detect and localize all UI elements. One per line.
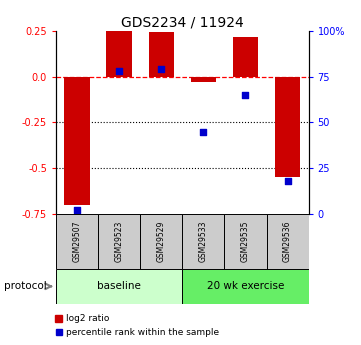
- Bar: [233, 37, 258, 77]
- Point: [200, 129, 206, 135]
- Text: GSM29523: GSM29523: [115, 221, 123, 262]
- Bar: [98, 214, 140, 269]
- Bar: [182, 269, 309, 304]
- Bar: [191, 77, 216, 82]
- Text: 20 wk exercise: 20 wk exercise: [207, 282, 284, 291]
- Bar: [140, 214, 182, 269]
- Text: GSM29533: GSM29533: [199, 221, 208, 262]
- Point: [243, 92, 248, 98]
- Text: GSM29529: GSM29529: [157, 221, 166, 262]
- Bar: [275, 77, 300, 177]
- Point: [116, 69, 122, 74]
- Bar: [56, 214, 98, 269]
- Point: [285, 178, 291, 184]
- Bar: [225, 214, 266, 269]
- Bar: [56, 269, 182, 304]
- Text: protocol: protocol: [4, 282, 46, 291]
- Text: GSM29535: GSM29535: [241, 221, 250, 262]
- Legend: log2 ratio, percentile rank within the sample: log2 ratio, percentile rank within the s…: [52, 311, 223, 341]
- Point: [74, 207, 80, 213]
- Text: baseline: baseline: [97, 282, 141, 291]
- Bar: [266, 214, 309, 269]
- Title: GDS2234 / 11924: GDS2234 / 11924: [121, 16, 244, 30]
- Bar: [64, 77, 90, 205]
- Bar: [106, 31, 132, 77]
- Bar: [149, 32, 174, 77]
- Text: GSM29507: GSM29507: [73, 221, 82, 262]
- Point: [158, 67, 164, 72]
- Text: GSM29536: GSM29536: [283, 221, 292, 262]
- Bar: [182, 214, 225, 269]
